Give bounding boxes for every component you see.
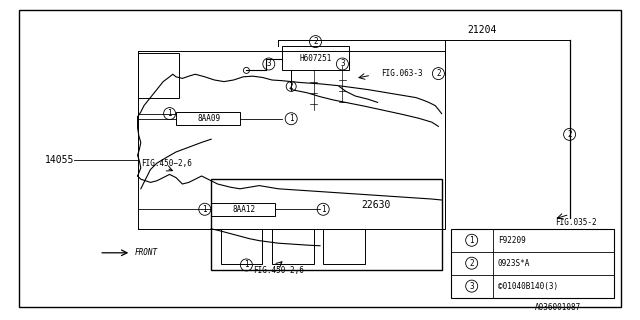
Bar (221, 229, 262, 264)
Text: 22630: 22630 (362, 200, 391, 210)
Text: FIG.035-2: FIG.035-2 (556, 218, 597, 227)
Text: 2: 2 (289, 82, 294, 91)
Text: FRONT: FRONT (134, 248, 157, 257)
Text: 3: 3 (266, 60, 271, 68)
Text: FIG.450−2,6: FIG.450−2,6 (141, 159, 191, 168)
Text: 1: 1 (244, 260, 249, 269)
Text: FIG.450−2,6: FIG.450−2,6 (253, 266, 303, 275)
Text: 1: 1 (289, 114, 294, 123)
Text: 3: 3 (469, 282, 474, 291)
Text: H607251: H607251 (300, 54, 332, 63)
Text: 2: 2 (567, 130, 572, 139)
Text: 0923S*A: 0923S*A (498, 259, 531, 268)
Text: 21204: 21204 (467, 25, 497, 36)
Text: 2: 2 (436, 69, 441, 78)
Text: 14055: 14055 (45, 155, 74, 165)
Bar (138, 53, 179, 98)
Text: 2: 2 (469, 259, 474, 268)
Bar (211, 179, 442, 270)
Text: ©01040B140(3): ©01040B140(3) (498, 282, 558, 291)
Text: 1: 1 (321, 205, 326, 214)
Text: 2: 2 (313, 37, 318, 46)
Bar (451, 229, 614, 298)
Bar (282, 46, 349, 70)
Bar (272, 229, 314, 264)
Text: 8AA09: 8AA09 (197, 114, 220, 123)
Text: FIG.063-3: FIG.063-3 (381, 69, 422, 78)
Bar (176, 112, 240, 125)
Text: 1: 1 (202, 205, 207, 214)
Bar (323, 229, 365, 264)
Bar (211, 203, 275, 216)
Text: 3: 3 (340, 60, 345, 68)
Text: F92209: F92209 (498, 236, 525, 245)
Text: 1: 1 (167, 109, 172, 118)
Text: A036001087: A036001087 (534, 303, 580, 312)
Text: 1: 1 (469, 236, 474, 245)
Text: 8AA12: 8AA12 (232, 205, 255, 214)
